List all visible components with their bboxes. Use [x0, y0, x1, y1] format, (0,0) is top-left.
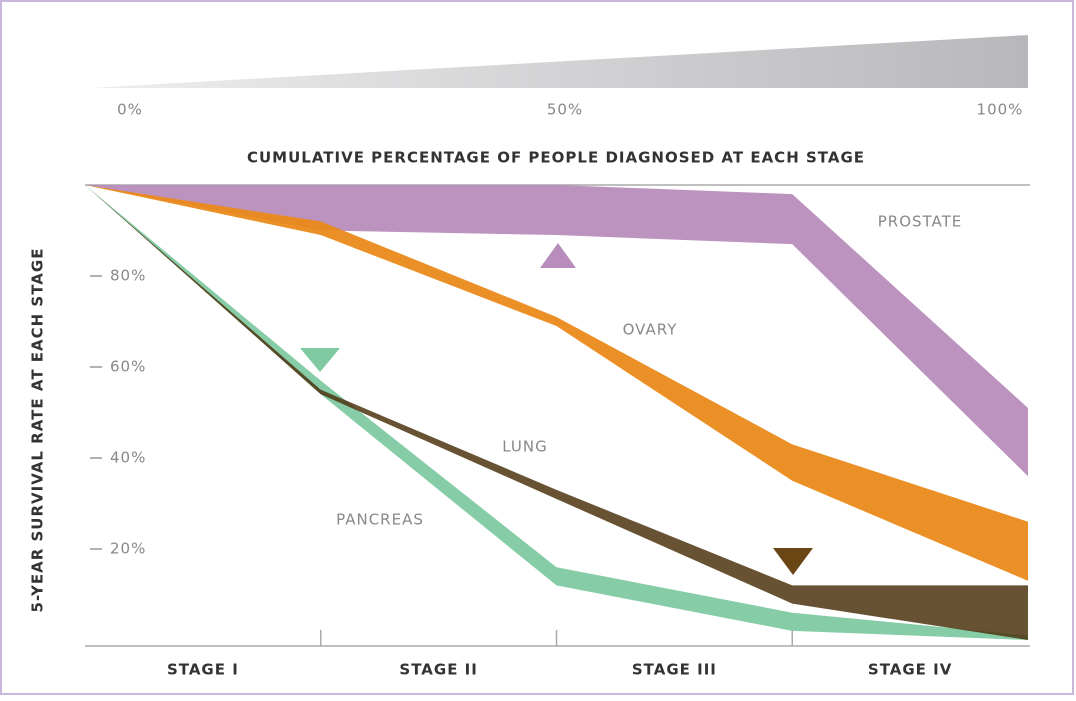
y-tick-label: 60% — [110, 358, 146, 376]
x-tick-label: 0% — [117, 101, 143, 119]
x-axis-title: CUMULATIVE PERCENTAGE OF PEOPLE DIAGNOSE… — [247, 149, 865, 167]
series-label: LUNG — [502, 438, 547, 456]
y-tick-label: 20% — [110, 540, 146, 558]
x-tick-label: 50% — [547, 101, 583, 119]
marker — [773, 548, 813, 575]
x-category-label: STAGE IV — [868, 661, 952, 679]
series-label: OVARY — [623, 321, 678, 339]
y-tick-label: 80% — [110, 267, 146, 285]
series-label: PANCREAS — [336, 511, 424, 529]
y-tick-label: 40% — [110, 449, 146, 467]
y-axis-title: 5-YEAR SURVIVAL RATE AT EACH STAGE — [29, 248, 47, 613]
band — [85, 185, 1028, 640]
percentage-wedge — [90, 35, 1028, 88]
x-tick-label: 100% — [977, 101, 1024, 119]
x-category-label: STAGE I — [167, 661, 239, 679]
marker — [300, 348, 340, 372]
x-category-label: STAGE II — [399, 661, 477, 679]
series-label: PROSTATE — [878, 213, 963, 231]
x-category-label: STAGE III — [632, 661, 717, 679]
marker — [540, 243, 576, 268]
